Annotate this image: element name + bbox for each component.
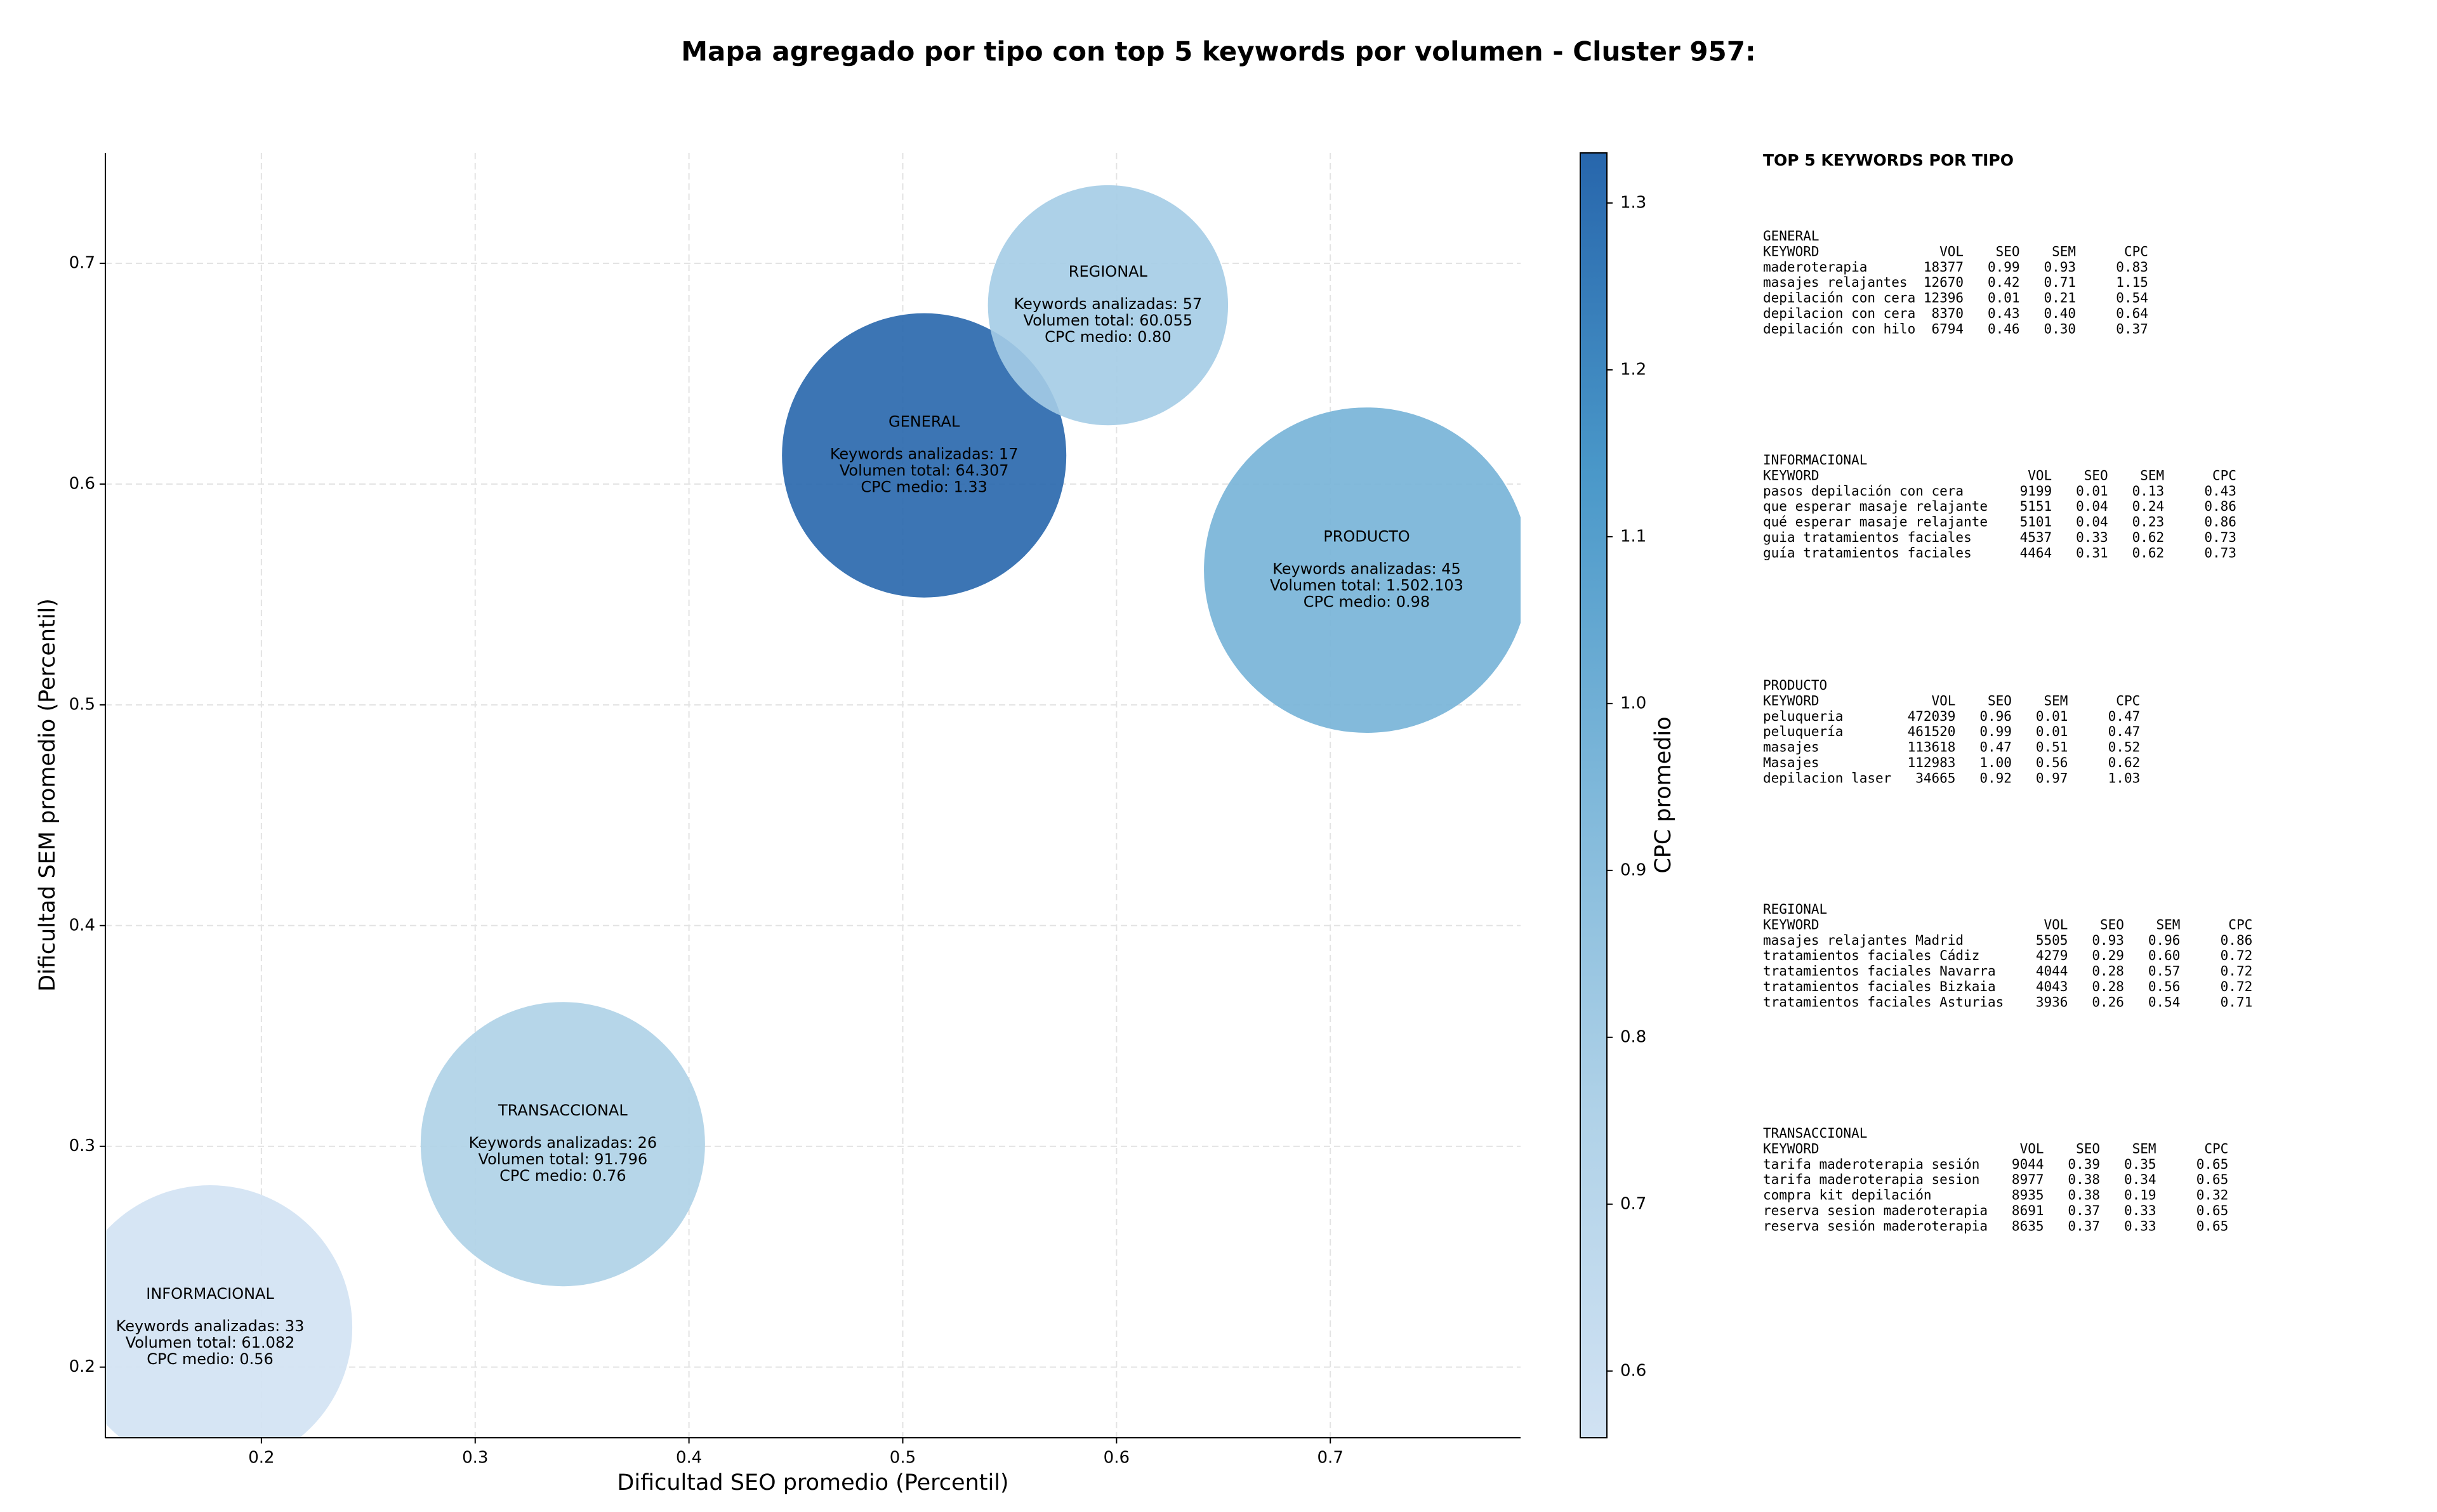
- colorbar-tick-label: 1.3: [1620, 193, 1646, 212]
- block-line: KEYWORD VOL SEO SEM CPC: [1763, 468, 2236, 483]
- colorbar-tick-label: 0.7: [1620, 1194, 1646, 1213]
- colorbar-tick-label: 0.8: [1620, 1027, 1646, 1046]
- block-line: guía tratamientos faciales 4464 0.31 0.6…: [1763, 545, 2236, 560]
- bubble-label: INFORMACIONAL: [146, 1285, 274, 1303]
- colorbar-tick-label: 1.2: [1620, 360, 1646, 379]
- bubble-annotation: Keywords analizadas: 33: [116, 1317, 305, 1335]
- bubble-annotation: Volumen total: 61.082: [126, 1334, 295, 1351]
- block-line: KEYWORD VOL SEO SEM CPC: [1763, 1141, 2228, 1156]
- block-line: masajes relajantes 12670 0.42 0.71 1.15: [1763, 275, 2148, 290]
- bubble-annotation: CPC medio: 0.80: [1045, 328, 1172, 346]
- y-tick-label: 0.7: [69, 253, 95, 272]
- bubble-annotation: Volumen total: 60.055: [1024, 312, 1193, 329]
- block-line: compra kit depilación 8935 0.38 0.19 0.3…: [1763, 1188, 2228, 1203]
- colorbar-tick-label: 0.9: [1620, 860, 1646, 879]
- bubble-label: GENERAL: [888, 413, 960, 431]
- colorbar-tick-label: 1.0: [1620, 694, 1646, 713]
- y-tick-label: 0.6: [69, 474, 95, 493]
- block-line: KEYWORD VOL SEO SEM CPC: [1763, 693, 2140, 708]
- block-line: masajes 113618 0.47 0.51 0.52: [1763, 740, 2140, 755]
- bubble: [1204, 407, 1521, 733]
- x-tick-label: 0.3: [462, 1449, 488, 1468]
- block-line: tratamientos faciales Asturias 3936 0.26…: [1763, 994, 2252, 1009]
- block-name: REGIONAL: [1763, 902, 1827, 917]
- chart-title: Mapa agregado por tipo con top 5 keyword…: [681, 36, 1756, 67]
- block-line: reserva sesión maderoterapia 8635 0.37 0…: [1763, 1218, 2228, 1233]
- y-tick-label: 0.4: [69, 916, 95, 935]
- colorbar-tick-label: 0.6: [1620, 1361, 1646, 1380]
- block-line: tratamientos faciales Bizkaia 4043 0.28 …: [1763, 979, 2252, 994]
- bubbles: [105, 185, 1521, 1438]
- bubble: [105, 1185, 353, 1438]
- bubble-annotation: Keywords analizadas: 26: [469, 1134, 657, 1152]
- block-line: depilacion laser 34665 0.92 0.97 1.03: [1763, 770, 2140, 786]
- bubble-annotation: CPC medio: 0.98: [1304, 593, 1430, 611]
- block-line: KEYWORD VOL SEO SEM CPC: [1763, 917, 2252, 932]
- block-line: Masajes 112983 1.00 0.56 0.62: [1763, 755, 2140, 770]
- bubble-label: REGIONAL: [1069, 263, 1148, 280]
- block-line: qué esperar masaje relajante 5101 0.04 0…: [1763, 515, 2236, 530]
- block-name: GENERAL: [1763, 228, 1819, 244]
- block-name: INFORMACIONAL: [1763, 452, 1867, 468]
- bubble-label: PRODUCTO: [1323, 528, 1410, 546]
- y-tick-label: 0.2: [69, 1357, 95, 1376]
- colorbar-tick-label: 1.1: [1620, 527, 1646, 546]
- bubble-annotation: Volumen total: 64.307: [840, 462, 1009, 480]
- bubble-annotation: Keywords analizadas: 57: [1014, 295, 1203, 313]
- block-line: tarifa maderoterapia sesión 9044 0.39 0.…: [1763, 1157, 2228, 1172]
- y-tick-label: 0.5: [69, 695, 95, 714]
- block-line: masajes relajantes Madrid 5505 0.93 0.96…: [1763, 933, 2252, 948]
- block-line: maderoterapia 18377 0.99 0.93 0.83: [1763, 260, 2148, 275]
- x-tick-label: 0.4: [676, 1449, 702, 1468]
- block-line: depilación con cera 12396 0.01 0.21 0.54: [1763, 291, 2148, 306]
- y-axis-label: Dificultad SEM promedio (Percentil): [35, 598, 60, 992]
- block-name: PRODUCTO: [1763, 678, 1827, 693]
- block-line: KEYWORD VOL SEO SEM CPC: [1763, 244, 2148, 259]
- bubble-annotation: CPC medio: 1.33: [861, 478, 987, 496]
- block-name: TRANSACCIONAL: [1763, 1126, 1867, 1141]
- block-line: tarifa maderoterapia sesion 8977 0.38 0.…: [1763, 1172, 2228, 1187]
- bubble: [420, 1002, 705, 1287]
- block-line: peluquería 461520 0.99 0.01 0.47: [1763, 724, 2140, 739]
- block-line: depilacion con cera 8370 0.43 0.40 0.64: [1763, 306, 2148, 321]
- bubble-annotation: Keywords analizadas: 17: [830, 445, 1019, 463]
- block-line: depilación con hilo 6794 0.46 0.30 0.37: [1763, 321, 2148, 336]
- bubble: [782, 313, 1067, 598]
- bubble-annotation: Volumen total: 91.796: [479, 1150, 648, 1168]
- block-line: tratamientos faciales Cádiz 4279 0.29 0.…: [1763, 948, 2252, 963]
- block-line: reserva sesion maderoterapia 8691 0.37 0…: [1763, 1203, 2228, 1218]
- block-line: guia tratamientos faciales 4537 0.33 0.6…: [1763, 530, 2236, 545]
- bubble: [987, 185, 1229, 426]
- bubble-annotation: Volumen total: 1.502.103: [1270, 577, 1463, 595]
- block-line: peluqueria 472039 0.96 0.01 0.47: [1763, 709, 2140, 724]
- bubble-label: TRANSACCIONAL: [498, 1101, 628, 1119]
- bubble-annotation: Keywords analizadas: 45: [1272, 560, 1461, 578]
- y-tick-label: 0.3: [69, 1136, 95, 1155]
- block-line: que esperar masaje relajante 5151 0.04 0…: [1763, 499, 2236, 514]
- panel-title: TOP 5 KEYWORDS POR TIPO: [1763, 151, 2014, 169]
- axes: 0.2 0.3 0.4 0.5 0.6 0.7 0.2 0.3 0.4 0.5 0.6 0.7: [69, 153, 1521, 1468]
- block-line: tratamientos faciales Navarra 4044 0.28 …: [1763, 964, 2252, 979]
- x-tick-label: 0.7: [1318, 1449, 1344, 1468]
- x-tick-label: 0.2: [248, 1449, 274, 1468]
- x-tick-label: 0.6: [1104, 1449, 1130, 1468]
- bubble-annotation: CPC medio: 0.56: [147, 1350, 274, 1368]
- colorbar-gradient: [1580, 152, 1608, 1438]
- colorbar: 0.6 0.7 0.8 0.9 1.0 1.1 1.2 1.3: [1580, 152, 1646, 1438]
- colorbar-label: CPC promedio: [1651, 716, 1676, 873]
- x-tick-label: 0.5: [890, 1449, 916, 1468]
- block-line: pasos depilación con cera 9199 0.01 0.13…: [1763, 483, 2236, 499]
- bubble-annotation: CPC medio: 0.76: [499, 1167, 626, 1185]
- x-axis-label: Dificultad SEO promedio (Percentil): [617, 1470, 1008, 1496]
